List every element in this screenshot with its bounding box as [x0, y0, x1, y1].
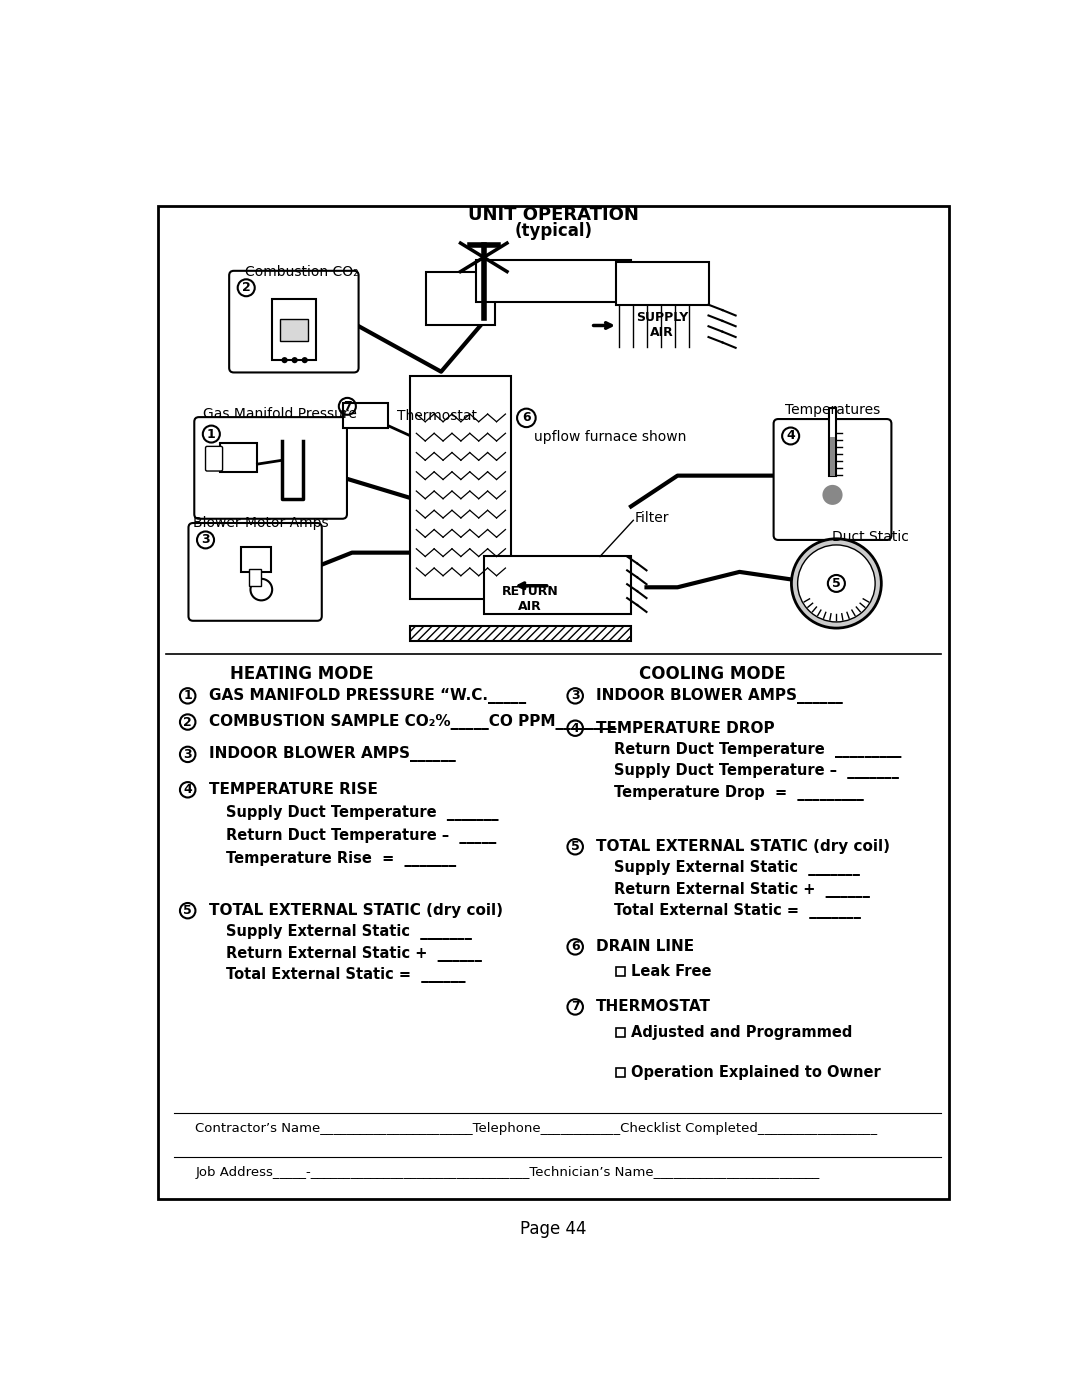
Text: 6: 6: [571, 940, 580, 953]
Text: 2: 2: [242, 281, 251, 295]
Text: Contractor’s Name_______________________Telephone____________Checklist Completed: Contractor’s Name_______________________…: [195, 1122, 878, 1136]
Text: 1: 1: [184, 689, 192, 703]
Text: Page 44: Page 44: [521, 1220, 586, 1238]
Text: DRAIN LINE: DRAIN LINE: [596, 939, 694, 954]
Text: 4: 4: [571, 722, 580, 735]
Text: 5: 5: [184, 904, 192, 918]
Text: 6: 6: [522, 411, 530, 425]
Text: TOTAL EXTERNAL STATIC (dry coil): TOTAL EXTERNAL STATIC (dry coil): [596, 840, 890, 855]
Circle shape: [282, 358, 287, 363]
FancyBboxPatch shape: [189, 522, 322, 620]
Text: Return Duct Temperature  _________: Return Duct Temperature _________: [613, 742, 902, 757]
Text: Blower Motor Amps: Blower Motor Amps: [193, 517, 328, 531]
Text: 7: 7: [571, 1000, 580, 1013]
Text: TOTAL EXTERNAL STATIC (dry coil): TOTAL EXTERNAL STATIC (dry coil): [208, 904, 502, 918]
FancyBboxPatch shape: [229, 271, 359, 373]
Text: Supply Duct Temperature  _______: Supply Duct Temperature _______: [227, 805, 499, 821]
Bar: [280, 320, 308, 341]
Text: 3: 3: [201, 534, 210, 546]
Text: Leak Free: Leak Free: [631, 964, 712, 979]
Text: 3: 3: [571, 689, 580, 703]
Text: COMBUSTION SAMPLE CO₂%_____CO PPM________: COMBUSTION SAMPLE CO₂%_____CO PPM_______…: [208, 714, 616, 731]
FancyBboxPatch shape: [773, 419, 891, 539]
Text: HEATING MODE: HEATING MODE: [230, 665, 374, 683]
Text: Supply External Static  _______: Supply External Static _______: [613, 861, 860, 876]
Circle shape: [823, 485, 842, 504]
FancyBboxPatch shape: [205, 447, 222, 471]
Bar: [616, 1067, 625, 1077]
Text: TEMPERATURE RISE: TEMPERATURE RISE: [208, 782, 378, 798]
Text: Temperature Drop  =  _________: Temperature Drop = _________: [613, 785, 864, 800]
Text: Duct Static: Duct Static: [833, 531, 909, 545]
Text: 5: 5: [571, 840, 580, 854]
Text: TEMPERATURE DROP: TEMPERATURE DROP: [596, 721, 774, 736]
Text: Gas Manifold Pressure: Gas Manifold Pressure: [203, 407, 357, 420]
Bar: [241, 548, 271, 571]
Bar: [342, 404, 388, 427]
Bar: [476, 260, 631, 302]
Text: Return Duct Temperature –  _____: Return Duct Temperature – _____: [227, 828, 497, 844]
Text: (typical): (typical): [514, 222, 593, 240]
Bar: [248, 569, 261, 585]
Text: 4: 4: [184, 784, 192, 796]
Text: Supply Duct Temperature –  _______: Supply Duct Temperature – _______: [613, 763, 899, 780]
FancyBboxPatch shape: [194, 418, 347, 518]
Text: Return External Static +  ______: Return External Static + ______: [613, 882, 869, 898]
Text: THERMOSTAT: THERMOSTAT: [596, 999, 711, 1014]
Text: INDOOR BLOWER AMPS______: INDOOR BLOWER AMPS______: [208, 746, 456, 763]
Text: COOLING MODE: COOLING MODE: [639, 665, 786, 683]
Text: SUPPLY
AIR: SUPPLY AIR: [636, 312, 688, 339]
Text: Adjusted and Programmed: Adjusted and Programmed: [631, 1025, 852, 1039]
Text: Temperatures: Temperatures: [785, 404, 880, 418]
Bar: [616, 1028, 625, 1037]
Text: 5: 5: [832, 577, 840, 590]
Bar: [426, 271, 496, 326]
Text: 2: 2: [184, 715, 192, 729]
Bar: [220, 443, 257, 472]
Circle shape: [792, 539, 881, 629]
Bar: [484, 556, 631, 615]
Text: INDOOR BLOWER AMPS______: INDOOR BLOWER AMPS______: [596, 687, 842, 704]
Bar: [616, 967, 625, 977]
Text: 1: 1: [207, 427, 216, 440]
Text: Supply External Static  _______: Supply External Static _______: [227, 925, 472, 940]
Text: upflow furnace shown: upflow furnace shown: [535, 430, 687, 444]
Text: Thermostat: Thermostat: [397, 408, 477, 422]
Text: 7: 7: [343, 400, 352, 414]
Bar: [828, 408, 836, 475]
Bar: [410, 626, 631, 641]
Text: Job Address_____-_________________________________Technician’s Name_____________: Job Address_____-_______________________…: [195, 1166, 820, 1179]
Bar: [272, 299, 315, 360]
Text: Return External Static +  ______: Return External Static + ______: [227, 946, 483, 961]
Text: Filter: Filter: [635, 511, 670, 525]
FancyBboxPatch shape: [159, 207, 948, 1200]
Text: UNIT OPERATION: UNIT OPERATION: [468, 207, 639, 225]
Text: Operation Explained to Owner: Operation Explained to Owner: [631, 1065, 881, 1080]
Text: RETURN
AIR: RETURN AIR: [502, 585, 558, 613]
Text: 4: 4: [786, 429, 795, 443]
Bar: [831, 437, 835, 475]
Text: GAS MANIFOLD PRESSURE “W.C._____: GAS MANIFOLD PRESSURE “W.C._____: [208, 687, 526, 704]
Bar: [410, 376, 511, 599]
Text: 3: 3: [184, 747, 192, 761]
Bar: [616, 263, 708, 305]
Circle shape: [292, 358, 298, 363]
Circle shape: [301, 358, 308, 363]
Text: Temperature Rise  =  _______: Temperature Rise = _______: [227, 851, 457, 868]
Text: Combustion CO₂: Combustion CO₂: [245, 264, 359, 278]
Circle shape: [798, 545, 875, 622]
Text: Total External Static =  _______: Total External Static = _______: [613, 904, 861, 919]
Text: Total External Static =  ______: Total External Static = ______: [227, 967, 465, 983]
